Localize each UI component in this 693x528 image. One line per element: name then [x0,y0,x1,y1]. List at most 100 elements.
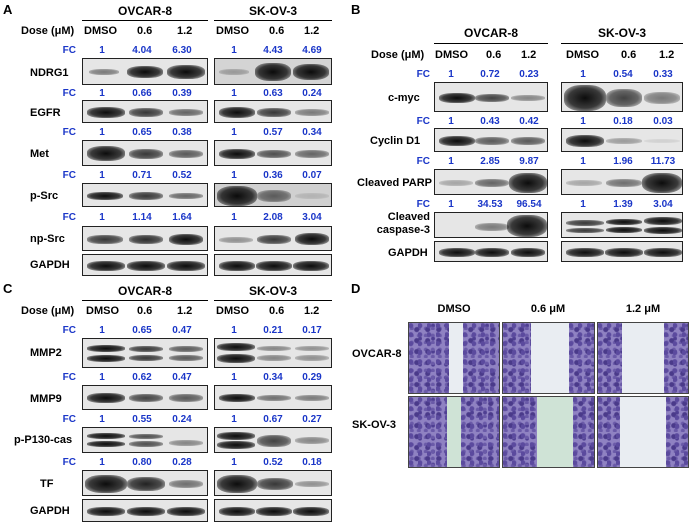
panel-a-protein-name: Met [30,148,49,160]
panel-c-fc-value: 1 [231,414,237,425]
panel-b-blot [561,82,683,112]
panel-c-cell-title-ovcar8: OVCAR-8 [117,284,172,298]
panel-c-fc-value: 0.24 [172,414,192,425]
panel-a-dose-ovcar-1: 0.6 [137,25,153,37]
panel-a-fc-value: 1 [231,212,237,223]
panel-b-protein-name: Cleaved PARP [357,177,432,189]
panel-c-fc-value: 0.29 [302,372,322,383]
panel-b-dose-label: Dose (μM) [371,49,425,61]
panel-a-fc-label: FC [62,212,76,223]
wound-image [597,322,689,394]
panel-a-protein-name: EGFR [30,107,61,119]
panel-c-fc-value: 0.67 [263,414,283,425]
panel-c-blot [82,427,208,453]
panel-b-dose-ovcar-2: 1.2 [521,49,537,61]
panel-a-cell-underline-skov3 [214,20,332,21]
panel-d-row-label: SK-OV-3 [352,419,397,431]
panel-a-cell-title-ovcar8: OVCAR-8 [117,4,172,18]
panel-c-blot [82,338,208,368]
panel-b-cell-title-skov3: SK-OV-3 [597,26,646,40]
panel-a-protein-name: np-Src [30,233,65,245]
panel-a-blot [214,58,332,85]
panel-label-c: C [3,281,13,296]
panel-c-protein-name: MMP2 [30,347,62,359]
panel-b-fc-value: 1.96 [613,156,633,167]
panel-c-fc-value: 1 [99,372,105,383]
panel-b-cell-title-ovcar8: OVCAR-8 [463,26,518,40]
panel-b-fc-value: 0.03 [653,116,673,127]
panel-c-fc-value: 0.65 [132,325,152,336]
panel-b-fc-value: 11.73 [650,156,676,167]
panel-c-blot [214,470,332,496]
panel-a-cell-underline-ovcar8 [82,20,208,21]
panel-b-dose-skov-0: DMSO [566,49,599,61]
panel-c-fc-value: 0.52 [263,457,283,468]
panel-a-fc-value: 1 [231,45,237,56]
panel-a-dose-skov-0: DMSO [216,25,249,37]
panel-d-col-header: 0.6 μM [530,303,566,315]
panel-c-blot [214,338,332,368]
panel-c-fc-value: 1 [99,325,105,336]
wound-image [502,322,595,394]
panel-c-fc-value: 0.28 [172,457,192,468]
panel-c-blot [214,385,332,410]
panel-b-fc-value: 3.04 [653,199,673,210]
panel-c-protein-name: TF [40,478,54,490]
panel-c-blot [82,470,208,496]
panel-b-fc-value: 9.87 [519,156,539,167]
panel-a-fc-value: 1 [99,127,105,138]
panel-c-dose-ovcar-0: DMSO [86,305,119,317]
panel-c-dose-ovcar-2: 1.2 [177,305,193,317]
panel-a-blot [82,254,208,276]
panel-c-fc-value: 0.80 [132,457,152,468]
panel-a-blot [82,58,208,85]
panel-b-fc-label: FC [416,199,430,210]
panel-d-row-label: OVCAR-8 [352,348,402,360]
panel-a-fc-value: 0.39 [172,88,192,99]
panel-b-fc-value: 1 [580,156,586,167]
panel-a-fc-value: 1.64 [172,212,192,223]
panel-label-a: A [3,2,13,17]
panel-a-protein-name: p-Src [30,190,59,202]
panel-a-fc-label: FC [62,45,76,56]
panel-a-fc-value: 1 [99,170,105,181]
panel-a-blot [214,254,332,276]
panel-b-fc-label: FC [416,69,430,80]
panel-b-protein-name: c-myc [388,92,420,104]
panel-a-dose-skov-2: 1.2 [304,25,320,37]
panel-d-col-header: 1.2 μM [625,303,661,315]
panel-c-fc-value: 0.21 [263,325,283,336]
panel-c-protein-name: GAPDH [30,505,70,517]
panel-b-fc-value: 2.85 [480,156,500,167]
panel-a-blot [214,183,332,207]
panel-a-fc-value: 4.69 [302,45,322,56]
panel-a-fc-label: FC [62,88,76,99]
panel-b-dose-skov-2: 1.2 [659,49,675,61]
panel-b-fc-value: 96.54 [516,199,542,210]
panel-c-fc-value: 0.27 [302,414,322,425]
panel-a-dose-label: Dose (μM) [21,25,75,37]
panel-b-fc-value: 1 [580,116,586,127]
panel-a-protein-name: NDRG1 [30,67,69,79]
panel-c-cell-underline-skov3 [214,300,332,301]
panel-a-fc-value: 0.65 [132,127,152,138]
panel-b-fc-value: 1.39 [613,199,633,210]
panel-a-dose-ovcar-0: DMSO [84,25,117,37]
panel-a-fc-value: 6.30 [172,45,192,56]
panel-b-fc-value: 1 [448,156,454,167]
panel-b-dose-ovcar-1: 0.6 [486,49,502,61]
panel-a-fc-value: 3.04 [302,212,322,223]
panel-a-fc-value: 1 [99,45,105,56]
panel-b-fc-label: FC [416,156,430,167]
panel-c-dose-skov-0: DMSO [216,305,249,317]
wound-image [597,396,689,468]
panel-b-fc-value: 0.54 [613,69,633,80]
panel-b-fc-value: 1 [448,69,454,80]
panel-c-fc-label: FC [62,325,76,336]
panel-b-dose-ovcar-0: DMSO [435,49,468,61]
panel-a-fc-value: 0.24 [302,88,322,99]
panel-a-fc-value: 1 [231,127,237,138]
panel-c-protein-name: MMP9 [30,393,62,405]
panel-a-fc-value: 0.38 [172,127,192,138]
panel-a-fc-value: 2.08 [263,212,283,223]
